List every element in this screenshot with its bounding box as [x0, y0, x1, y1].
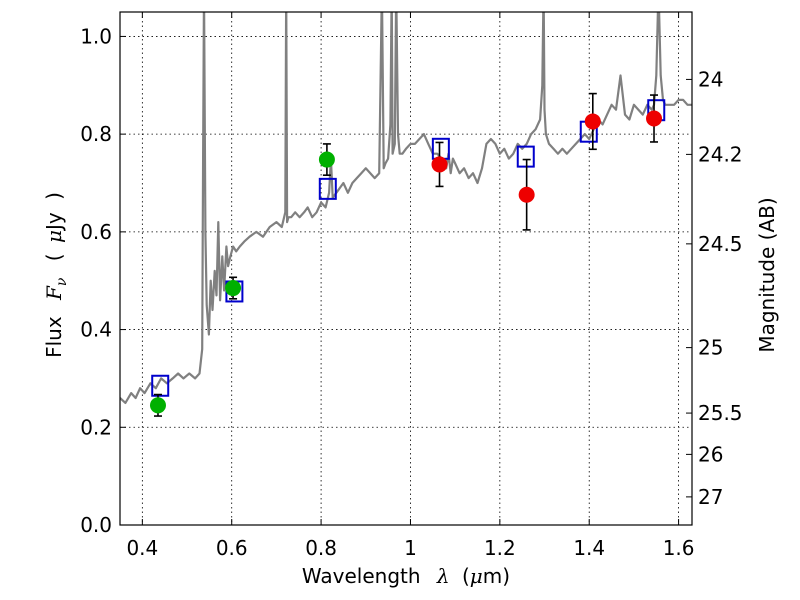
y-tick-label: 0.4	[80, 318, 112, 342]
model-box-point	[151, 374, 170, 397]
y-axis-unit-open: (	[42, 253, 66, 261]
x-tick-label: 0.6	[216, 536, 248, 560]
x-axis-unit-rest: m)	[483, 564, 510, 588]
y-axis-title-left: Flux Fν ( μJy )	[42, 192, 71, 358]
x-axis-symbol: λ	[436, 564, 450, 588]
magnitude-axis-label: Magnitude (AB)	[755, 197, 779, 352]
spectrum-line	[120, 12, 692, 404]
x-tick-label: 1.2	[484, 536, 516, 560]
y-axis-symbol: F	[42, 285, 66, 301]
model-box-point	[516, 145, 535, 168]
x-axis-unit-mu: μ	[470, 564, 483, 588]
mag-tick-label: 25.5	[698, 401, 743, 425]
x-tick-label: 1	[404, 536, 417, 560]
y-axis-unit-close: )	[42, 192, 66, 200]
mag-tick-label: 25	[698, 336, 723, 360]
mag-tick-label: 26	[698, 442, 723, 466]
red-data-point	[646, 110, 663, 127]
mag-tick-label: 27	[698, 485, 723, 509]
y-tick-label: 0.8	[80, 122, 112, 146]
green-data-point	[225, 280, 242, 297]
y-tick-label: 0.2	[80, 415, 112, 439]
y-tick-label: 1.0	[80, 24, 112, 48]
grid	[120, 12, 692, 526]
x-axis-title: Wavelength λ (μm)	[302, 564, 510, 588]
mag-tick-label: 24	[698, 67, 723, 91]
y-tick-label: 0.0	[80, 513, 112, 537]
x-axis-label: Wavelength	[302, 564, 421, 588]
y-tick-label: 0.6	[80, 220, 112, 244]
data-points-layer	[149, 92, 666, 417]
y-axis-unit-rest: Jy	[42, 212, 66, 232]
mag-tick-label: 24.2	[698, 142, 743, 166]
green-data-point	[149, 397, 166, 414]
y-axis-label: Flux	[42, 316, 66, 358]
plot-frame	[119, 11, 693, 526]
red-data-point	[431, 156, 448, 173]
svg-text:Flux Fν ( μJ: Flux Fν ( μJy )	[42, 192, 71, 358]
ticks: 0.4 0.6 0.8 1 1.2 1.4 1.6 0.0 0.2 0.4 0.6 0.8 1.0 24 2…	[80, 12, 743, 560]
model-box-point	[318, 177, 337, 200]
spectrum-layer	[120, 12, 692, 404]
red-data-point	[584, 113, 601, 130]
y-axis-unit-mu: μ	[42, 230, 66, 243]
x-tick-label: 1.4	[573, 536, 605, 560]
red-data-point	[518, 186, 535, 203]
x-tick-label: 1.6	[663, 536, 695, 560]
y-axis-title-right: Magnitude (AB)	[755, 197, 779, 352]
x-axis-unit-open: (	[462, 564, 470, 588]
green-data-point	[318, 151, 335, 168]
y-axis-subscript: ν	[54, 277, 70, 286]
x-tick-label: 0.8	[305, 536, 337, 560]
svg-text:Wavelength λ (μm): Wavelength λ (μm)	[302, 564, 510, 588]
mag-tick-label: 24.5	[698, 232, 743, 256]
x-tick-label: 0.4	[126, 536, 158, 560]
